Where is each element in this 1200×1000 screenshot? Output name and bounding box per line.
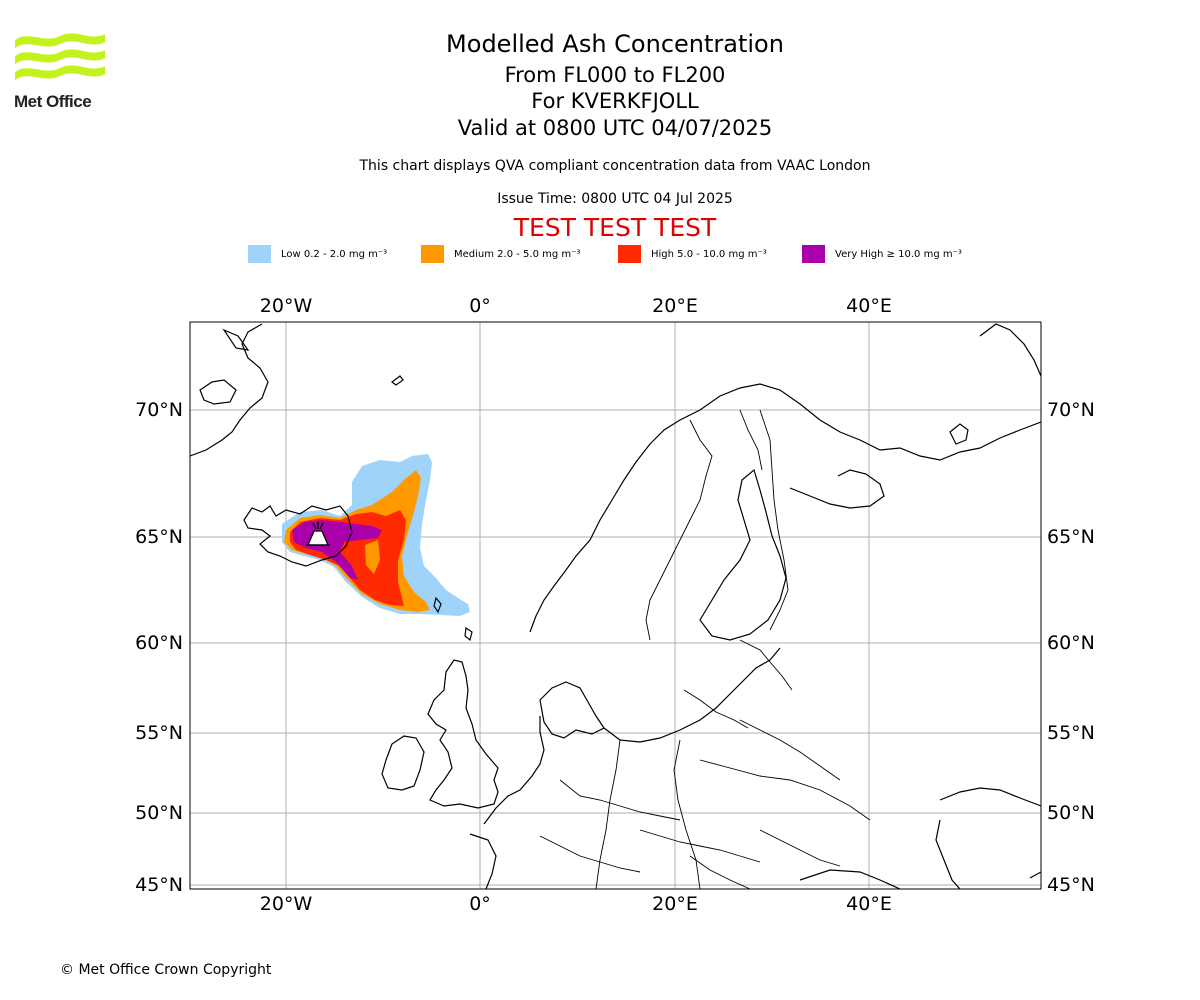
coastline-north-sea: [483, 716, 545, 825]
lat-label-left-50n: 50°N: [135, 802, 183, 824]
lat-label-left-55n: 55°N: [135, 722, 183, 744]
legend-label-low: Low 0.2 - 2.0 mg m⁻³: [281, 248, 388, 260]
legend-label-high: High 5.0 - 10.0 mg m⁻³: [651, 248, 767, 260]
met-office-logo: Met Office: [14, 30, 106, 112]
coastlines: [190, 323, 1041, 889]
lon-label-bottom-0: 0°: [469, 893, 491, 915]
volcano-icon: [306, 522, 330, 546]
coastline-kola: [789, 469, 885, 509]
lat-label-right-50n: 50°N: [1047, 802, 1095, 824]
lat-label-left-60n: 60°N: [135, 632, 183, 654]
coastline-great-britain: [427, 659, 499, 809]
legend-swatch-high: [618, 245, 641, 263]
legend-item-high: High 5.0 - 10.0 mg m⁻³: [618, 244, 767, 264]
ash-zone-medium-inner: [365, 540, 380, 574]
flight-level-range: From FL000 to FL200: [504, 63, 726, 87]
coastline-novaya-zemlya: [979, 323, 1041, 377]
border-finland-russia: [759, 409, 789, 631]
legend-label-very-high: Very High ≥ 10.0 mg m⁻³: [835, 248, 962, 260]
legend-swatch-low: [248, 245, 271, 263]
coastline-norway-sweden: [529, 383, 1041, 633]
coastline-ireland: [381, 735, 425, 791]
lat-label-left-65n: 65°N: [135, 526, 183, 548]
met-office-logo-text: Met Office: [14, 92, 92, 111]
met-office-waves-icon: [15, 33, 105, 80]
coastline-denmark: [539, 681, 605, 739]
country-borders: [539, 409, 871, 889]
legend-item-very-high: Very High ≥ 10.0 mg m⁻³: [802, 244, 962, 264]
coastline-black-sea: [799, 869, 901, 889]
coastline-iceland: [243, 505, 353, 567]
legend-item-medium: Medium 2.0 - 5.0 mg m⁻³: [421, 244, 580, 264]
lon-label-bottom-20w: 20°W: [260, 893, 313, 915]
test-banner: TEST TEST TEST: [513, 213, 717, 242]
lon-label-bottom-20e: 20°E: [652, 893, 698, 915]
coastline-france: [469, 833, 497, 889]
legend-swatch-medium: [421, 245, 444, 263]
lat-label-right-55n: 55°N: [1047, 722, 1095, 744]
border-sweden-finland: [739, 409, 763, 471]
lat-label-right-70n: 70°N: [1047, 399, 1095, 421]
lon-label-top-20e: 20°E: [652, 295, 698, 317]
lon-label-top-40e: 40°E: [846, 295, 892, 317]
border-norway-sweden: [645, 419, 713, 641]
issue-time: Issue Time: 0800 UTC 04 Jul 2025: [497, 191, 733, 207]
lat-label-left-45n: 45°N: [135, 874, 183, 896]
lat-label-left-70n: 70°N: [135, 399, 183, 421]
coastline-caspian: [939, 787, 1041, 807]
copyright-notice: © Met Office Crown Copyright: [60, 962, 272, 978]
volcano-name: For KVERKFJOLL: [531, 89, 699, 113]
legend-label-medium: Medium 2.0 - 5.0 mg m⁻³: [454, 248, 581, 260]
valid-time: Valid at 0800 UTC 04/07/2025: [457, 116, 773, 140]
lon-label-top-0: 0°: [469, 295, 491, 317]
legend-item-low: Low 0.2 - 2.0 mg m⁻³: [248, 244, 387, 264]
lat-label-right-60n: 60°N: [1047, 632, 1095, 654]
lon-label-top-20w: 20°W: [260, 295, 313, 317]
chart-title: Modelled Ash Concentration: [446, 30, 784, 58]
qva-disclaimer: This chart displays QVA compliant concen…: [359, 158, 871, 174]
coastline-bothnia: [699, 468, 787, 641]
graticule: [190, 322, 1041, 889]
coastline-greenland: [190, 323, 269, 457]
lat-label-right-45n: 45°N: [1047, 874, 1095, 896]
map-frame: [189, 321, 1042, 890]
lon-label-bottom-40e: 40°E: [846, 893, 892, 915]
legend-swatch-very-high: [802, 245, 825, 263]
lat-label-right-65n: 65°N: [1047, 526, 1095, 548]
coastline-baltic: [603, 647, 781, 743]
